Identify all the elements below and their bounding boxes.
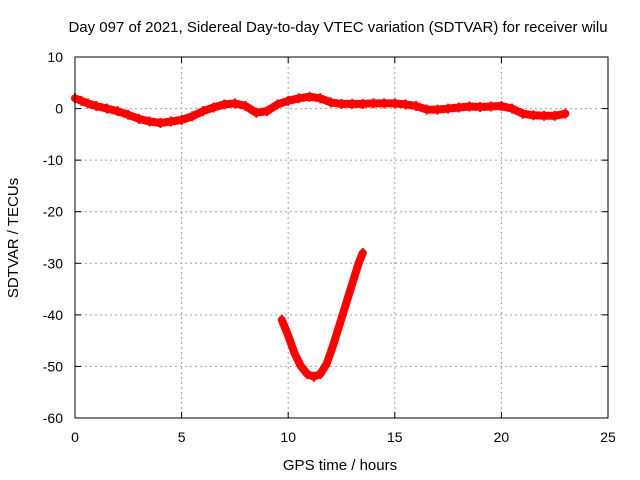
x-tick-label: 10 xyxy=(280,429,296,445)
x-tick-label: 15 xyxy=(387,429,403,445)
y-tick-label: -40 xyxy=(43,307,63,323)
x-tick-label: 25 xyxy=(600,429,616,445)
x-tick-label: 5 xyxy=(178,429,186,445)
y-tick-label: -20 xyxy=(43,204,63,220)
y-tick-label: -60 xyxy=(43,410,63,426)
y-tick-label: 0 xyxy=(55,101,63,117)
y-tick-label: -10 xyxy=(43,152,63,168)
series-line-dip xyxy=(277,249,367,381)
chart-title: Day 097 of 2021, Sidereal Day-to-day VTE… xyxy=(68,19,607,36)
data-layer xyxy=(71,91,570,382)
x-axis-label: GPS time / hours xyxy=(283,457,397,474)
y-axis-label: SDTVAR / TECUs xyxy=(5,178,22,298)
x-tick-label: 0 xyxy=(71,429,79,445)
y-tick-label: 10 xyxy=(47,49,63,65)
y-tick-label: -50 xyxy=(43,358,63,374)
y-tick-label: -30 xyxy=(43,255,63,271)
plot-frame xyxy=(74,56,609,419)
series-line-main xyxy=(71,92,570,127)
x-tick-label: 20 xyxy=(494,429,510,445)
tick-layer: 0 5 10 15 20 25 10 0 -10 -20 -30 -40 -50 -60 xyxy=(43,49,616,445)
